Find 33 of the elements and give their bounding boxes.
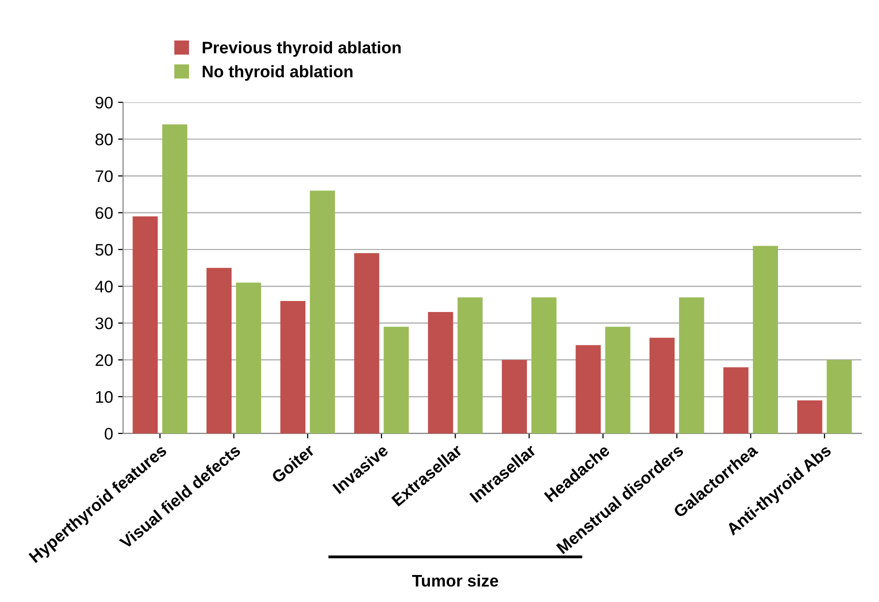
y-tick-label: 70 bbox=[96, 170, 113, 182]
y-tick-label: 40 bbox=[95, 280, 113, 292]
bar bbox=[428, 312, 454, 434]
bar bbox=[206, 268, 232, 434]
y-tick-label: 30 bbox=[95, 317, 113, 330]
bar bbox=[310, 190, 335, 434]
text: Tumor size bbox=[412, 574, 498, 587]
bar bbox=[280, 301, 306, 434]
bar bbox=[384, 326, 409, 434]
bar bbox=[826, 360, 852, 434]
bar bbox=[236, 282, 262, 434]
y-tick-label: 10 bbox=[96, 391, 113, 403]
bar bbox=[502, 360, 527, 434]
bar bbox=[458, 297, 483, 434]
y-tick-label: 50 bbox=[95, 244, 113, 256]
bar bbox=[679, 297, 704, 434]
bar bbox=[576, 345, 601, 434]
legend-label: No thyroid ablation bbox=[202, 65, 352, 81]
bar bbox=[531, 297, 556, 434]
bar bbox=[752, 246, 778, 434]
legend-label: Previous thyroid ablation bbox=[202, 41, 401, 57]
y-tick-label: 20 bbox=[96, 354, 113, 366]
y-tick-label: 0 bbox=[104, 428, 113, 440]
bar bbox=[162, 124, 188, 434]
bar bbox=[650, 338, 675, 434]
y-tick-label: 80 bbox=[96, 134, 113, 146]
bar bbox=[605, 326, 630, 434]
bar bbox=[354, 253, 380, 434]
bar bbox=[723, 367, 748, 434]
bar bbox=[797, 400, 822, 434]
bar bbox=[132, 216, 158, 434]
y-tick-label: 60 bbox=[96, 207, 113, 219]
y-tick-label: 90 bbox=[96, 96, 113, 109]
